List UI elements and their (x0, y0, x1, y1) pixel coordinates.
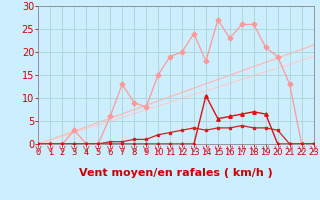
X-axis label: Vent moyen/en rafales ( km/h ): Vent moyen/en rafales ( km/h ) (79, 168, 273, 178)
